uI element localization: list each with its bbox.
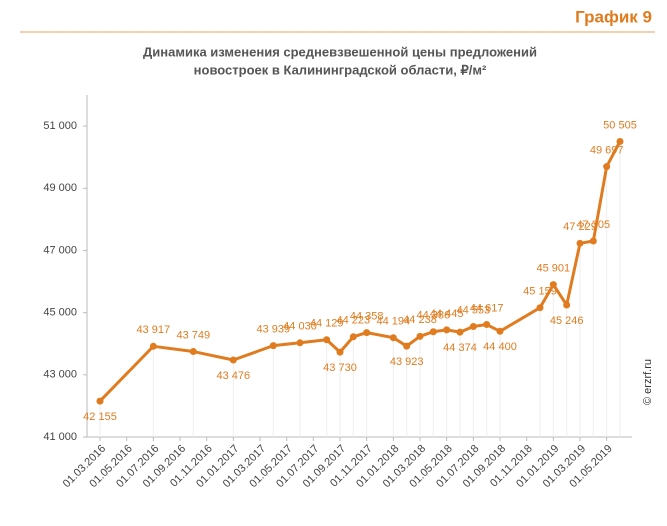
point bbox=[589, 237, 597, 245]
point bbox=[403, 342, 411, 350]
chart-title: Динамика изменения средневзвешенной цены… bbox=[143, 44, 537, 59]
point bbox=[149, 342, 157, 350]
point bbox=[429, 328, 437, 336]
point bbox=[189, 348, 197, 356]
y-tick-label: 47 000 bbox=[43, 244, 77, 256]
y-tick-label: 41 000 bbox=[43, 431, 77, 443]
data-label: 44 445 bbox=[430, 308, 464, 320]
point bbox=[469, 323, 477, 331]
point bbox=[563, 301, 571, 309]
data-label: 44 129 bbox=[310, 318, 344, 330]
point bbox=[443, 326, 451, 334]
point bbox=[363, 329, 371, 337]
y-tick-label: 51 000 bbox=[43, 120, 77, 132]
header: График 9 bbox=[575, 7, 652, 26]
data-label: 47 305 bbox=[577, 219, 611, 231]
data-label: 44 400 bbox=[483, 341, 517, 353]
y-tick-label: 45 000 bbox=[43, 307, 77, 319]
data-label: 43 730 bbox=[323, 362, 357, 374]
y-tick-label: 43 000 bbox=[43, 369, 77, 381]
line bbox=[98, 140, 622, 403]
source: © erzrf.ru bbox=[642, 359, 654, 405]
data-label: 44 386 bbox=[417, 310, 451, 322]
point bbox=[229, 356, 237, 364]
point bbox=[456, 328, 464, 336]
point bbox=[336, 348, 344, 356]
data-label: 42 155 bbox=[83, 411, 117, 423]
point bbox=[616, 137, 624, 145]
point bbox=[603, 163, 611, 171]
data-label: 44 030 bbox=[283, 321, 317, 333]
data-label: 45 246 bbox=[550, 315, 584, 327]
data-label: 43 476 bbox=[217, 370, 251, 382]
point bbox=[496, 327, 504, 335]
point bbox=[96, 397, 104, 405]
data-label: 44 617 bbox=[470, 302, 504, 314]
data-label: 44 238 bbox=[403, 314, 437, 326]
point bbox=[416, 332, 424, 340]
data-label: 47 229 bbox=[563, 221, 597, 233]
data-label: 44 553 bbox=[457, 304, 491, 316]
data-label: 50 505 bbox=[603, 119, 637, 131]
data-label: 43 939 bbox=[257, 324, 291, 336]
data-label: 43 917 bbox=[137, 324, 171, 336]
point bbox=[323, 336, 331, 344]
point bbox=[576, 239, 584, 247]
data-label: 44 223 bbox=[337, 315, 371, 327]
point bbox=[389, 334, 397, 342]
point bbox=[536, 304, 544, 312]
data-label: 43 923 bbox=[390, 356, 424, 368]
chart-title: новостроек в Калининградской области, ₽/… bbox=[194, 62, 487, 77]
point bbox=[269, 342, 277, 350]
data-label: 44 194 bbox=[377, 316, 411, 328]
data-label: 44 358 bbox=[350, 311, 384, 323]
data-label: 43 749 bbox=[177, 329, 211, 341]
point bbox=[296, 339, 304, 347]
point bbox=[349, 333, 357, 341]
data-label: 44 374 bbox=[443, 342, 477, 354]
data-label: 49 697 bbox=[590, 145, 624, 157]
data-label: 45 159 bbox=[523, 286, 557, 298]
point bbox=[483, 321, 491, 329]
data-label: 45 901 bbox=[537, 263, 571, 275]
point bbox=[549, 281, 557, 289]
y-tick-label: 49 000 bbox=[43, 182, 77, 194]
